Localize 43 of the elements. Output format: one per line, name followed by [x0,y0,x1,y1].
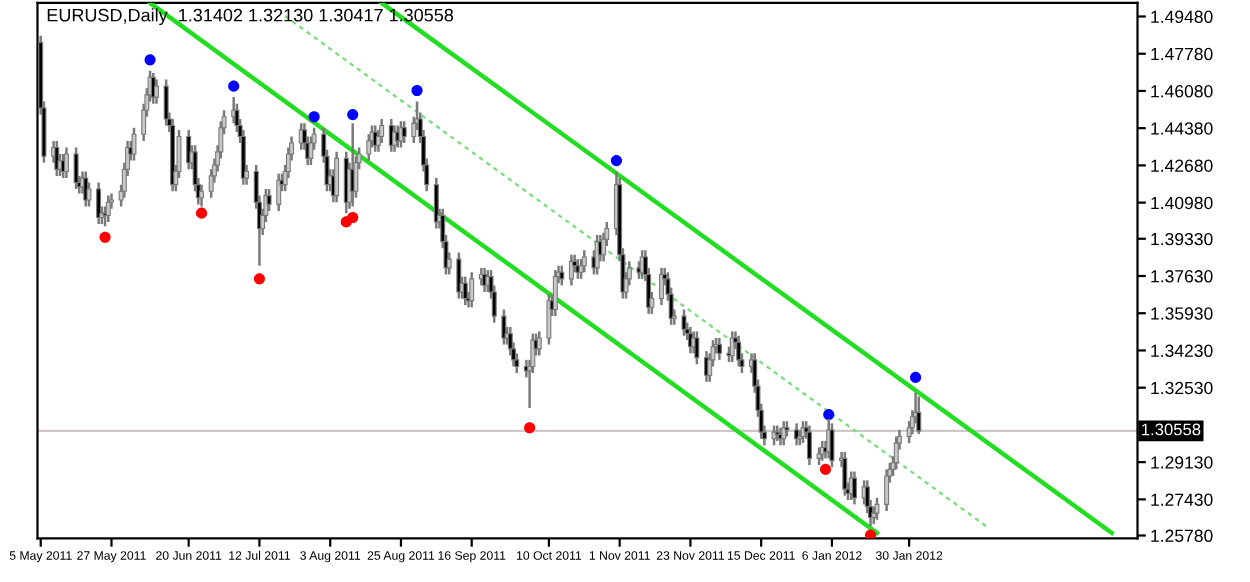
point [308,111,320,123]
ref-line-label: 1.30558 [1142,423,1201,436]
point [144,54,156,66]
candlestick [874,496,880,521]
point [610,155,622,167]
y-tick-label: 1.29130 [1151,456,1213,469]
y-tick-label: 1.37630 [1151,270,1213,283]
point [253,273,265,285]
y-tick-label: 1.27430 [1151,493,1213,506]
candlestick [916,395,922,436]
candlestick [334,150,340,204]
candlestick [578,257,584,281]
point [819,463,832,475]
point [228,80,240,92]
y-tick-label: 1.32530 [1151,381,1213,395]
y-tick-label: 1.34230 [1151,344,1213,357]
candlestick [456,251,462,300]
point [910,371,922,383]
y-tick-label: 1.47780 [1151,47,1213,61]
y-tick-label: 1.40980 [1151,196,1213,210]
y-tick-label: 1.39330 [1151,232,1213,246]
y-tick-label: 1.49480 [1151,10,1213,23]
candlestick [154,78,159,105]
point [823,409,835,421]
candlestick [401,119,407,145]
y-tick-label: 1.44380 [1151,122,1213,135]
y-tick-label: 1.42680 [1151,159,1213,172]
y-tick-label: 1.46080 [1151,85,1213,98]
point [99,231,111,243]
point [347,211,359,224]
candlestick [829,422,835,469]
candlestick [398,119,404,149]
candlestick [199,183,205,208]
y-tick-label: 1.25780 [1151,529,1213,543]
candlestick [694,330,700,366]
y-tick-label: 1.35930 [1151,307,1213,320]
point [864,529,877,539]
candlestick [73,146,79,191]
point [411,84,423,97]
candlestick [379,117,385,145]
point [524,422,536,434]
point [347,109,359,121]
point [195,207,208,219]
